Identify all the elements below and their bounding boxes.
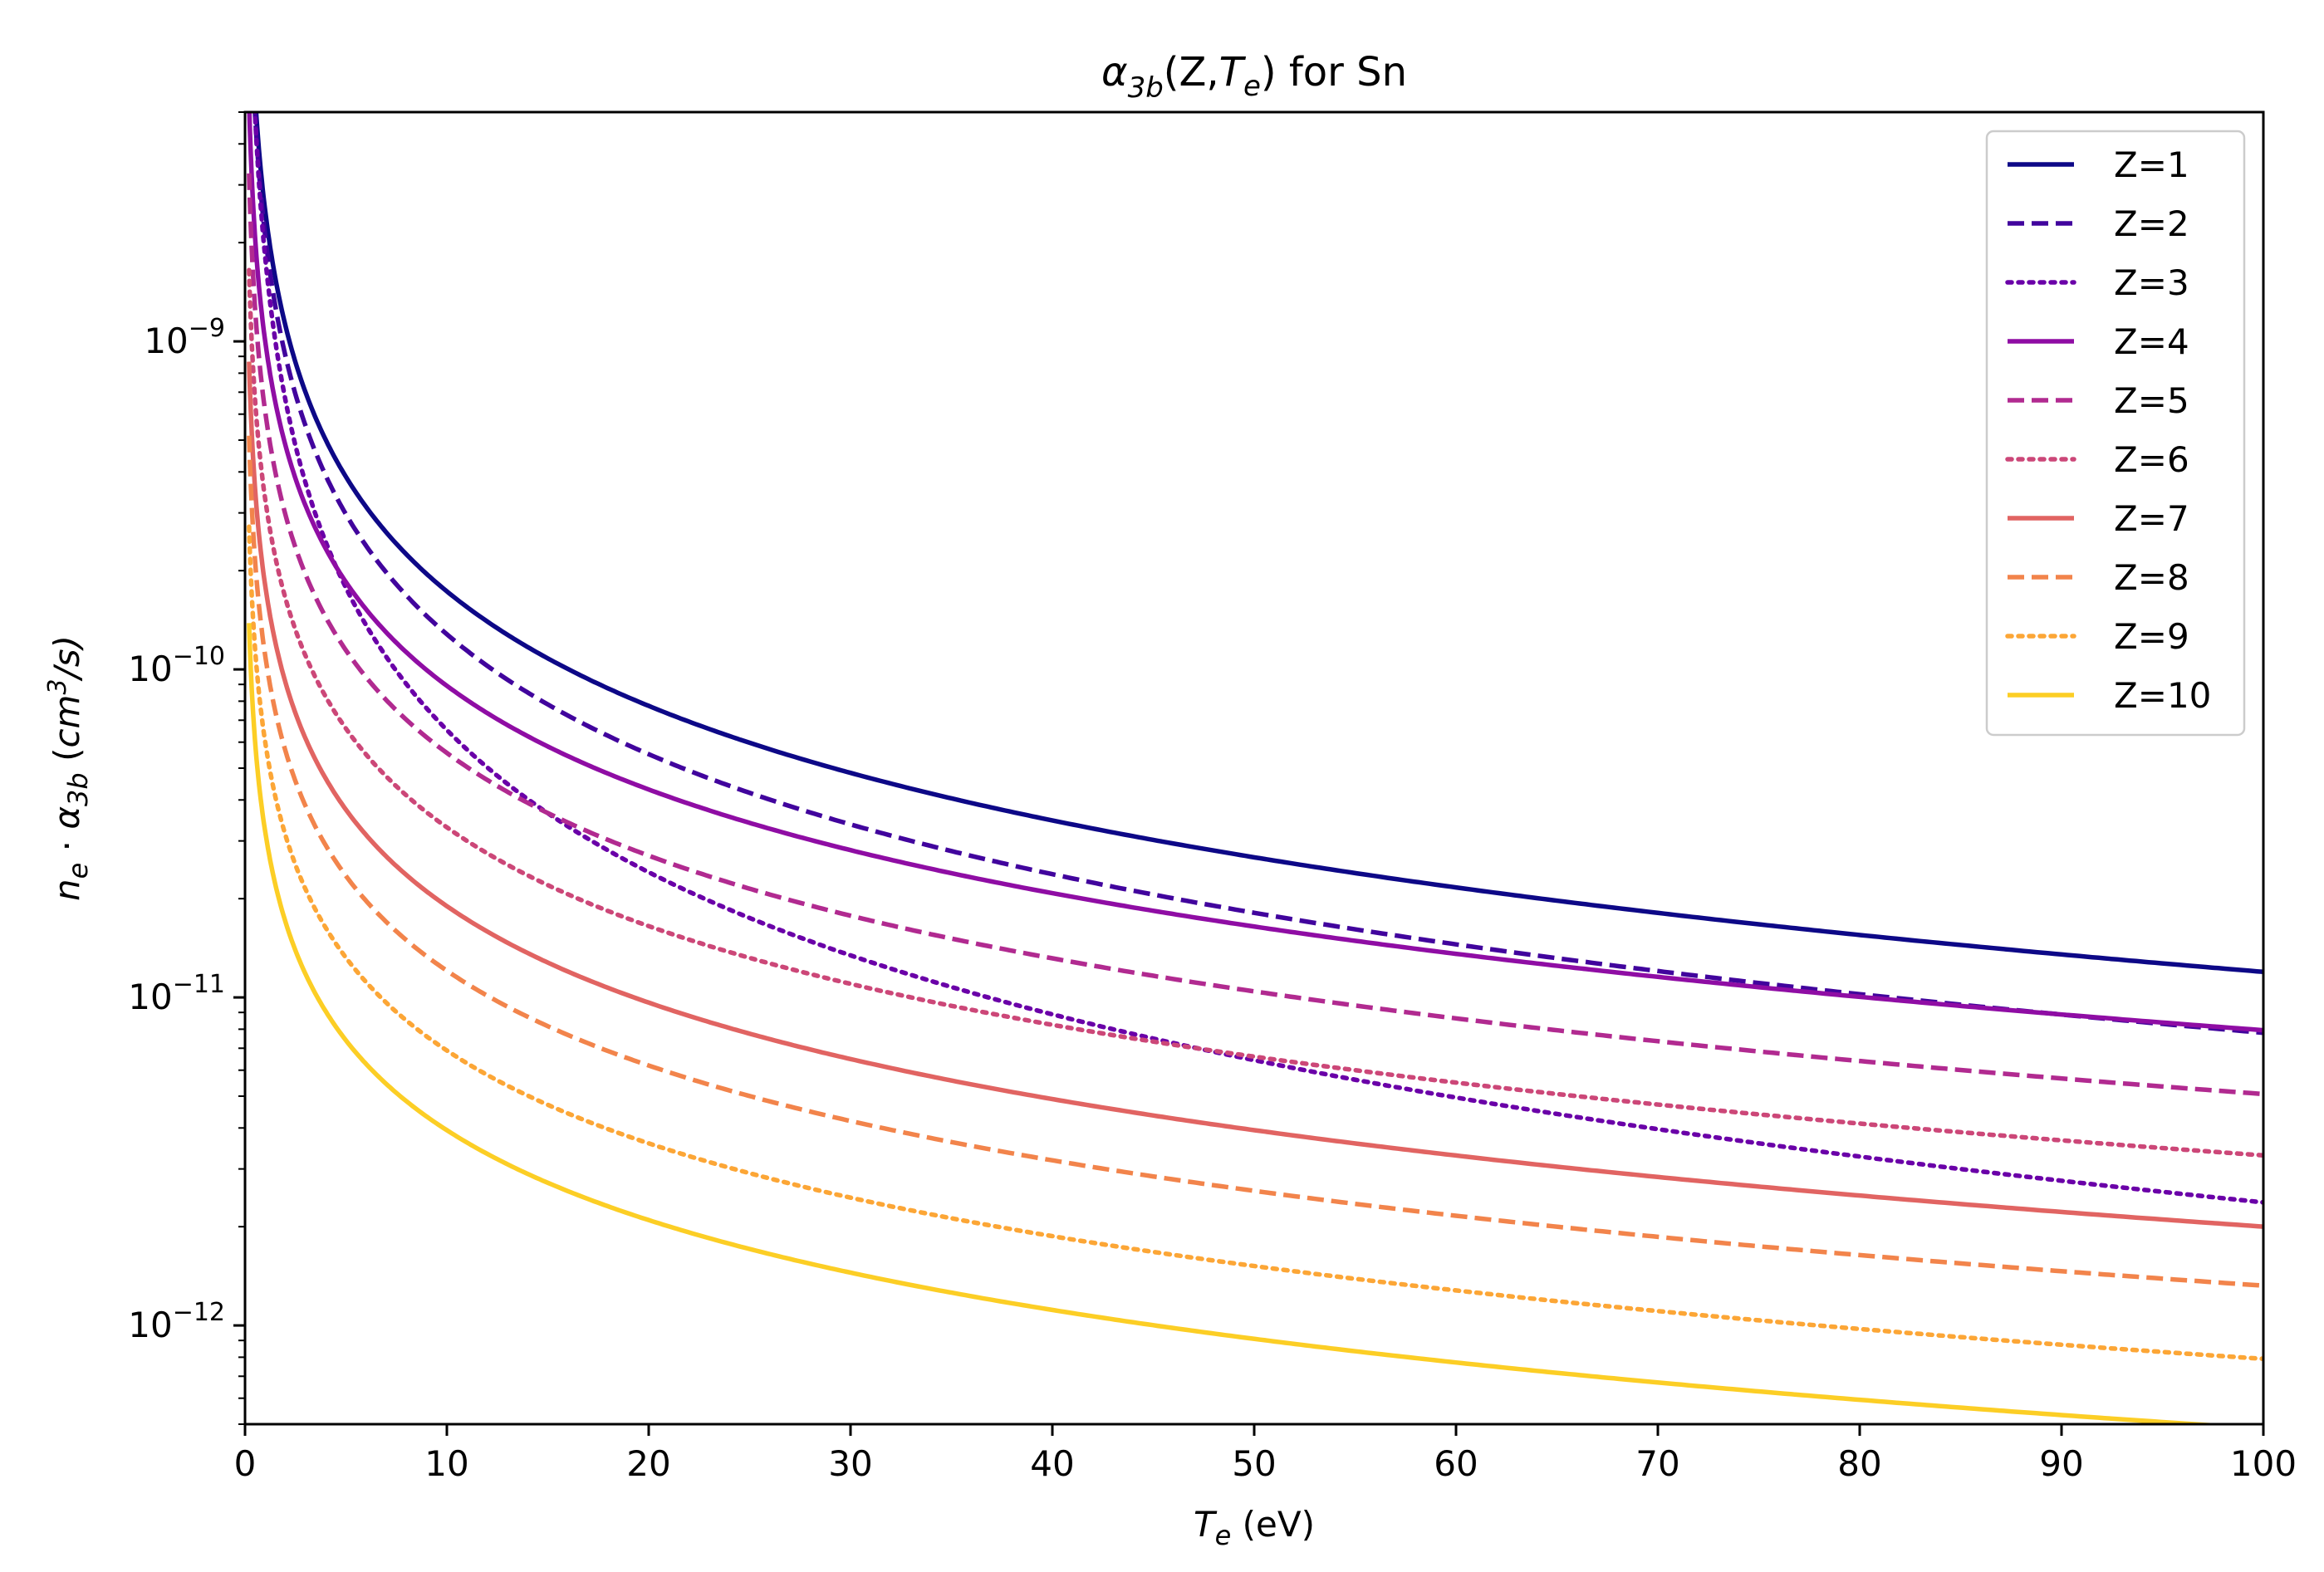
legend-label: Z=9: [2114, 616, 2189, 657]
legend-label: Z=5: [2114, 380, 2189, 421]
x-tick-label: 50: [1232, 1443, 1276, 1484]
y-tick-label: 10−12: [128, 1298, 225, 1345]
x-tick-label: 100: [2230, 1443, 2297, 1484]
x-tick-label: 10: [424, 1443, 468, 1484]
x-axis-label: Te (eV): [1194, 1504, 1315, 1551]
x-axis: 0 10 20 30 40 50 60 70 80 90 100: [234, 1424, 2297, 1484]
legend-label: Z=1: [2114, 144, 2189, 185]
y-tick-label: 10−10: [128, 642, 225, 689]
legend-label: Z=2: [2114, 203, 2189, 244]
legend-label: Z=4: [2114, 321, 2189, 362]
legend-label: Z=8: [2114, 557, 2189, 598]
x-tick-label: 90: [2039, 1443, 2083, 1484]
x-tick-label: 60: [1434, 1443, 1478, 1484]
x-tick-label: 40: [1030, 1443, 1074, 1484]
series-line-z-2: [253, 112, 2263, 1036]
legend-label: Z=3: [2114, 262, 2189, 303]
series-line-z-6: [247, 267, 2263, 1158]
x-tick-label: 30: [828, 1443, 872, 1484]
series-line-z-8: [247, 435, 2263, 1288]
series-line-z-4: [247, 112, 2263, 1033]
legend-label: Z=10: [2114, 675, 2211, 716]
x-tick-label: 0: [234, 1443, 257, 1484]
series-line-z-10: [247, 623, 2229, 1424]
y-axis-label: ne · α3b (cm3/s): [43, 635, 94, 901]
y-axis: 10−9 10−10 10−11 10−12: [128, 111, 245, 1425]
y-tick-label: 10−11: [128, 970, 225, 1017]
series-line-z-9: [247, 524, 2263, 1362]
x-tick-label: 70: [1635, 1443, 1679, 1484]
y-tick-label: 10−9: [144, 314, 225, 361]
series-line-z-7: [247, 361, 2263, 1229]
legend-label: Z=7: [2114, 498, 2189, 539]
x-tick-label: 20: [626, 1443, 670, 1484]
series-line-z-5: [247, 173, 2263, 1097]
legend-label: Z=6: [2114, 439, 2189, 480]
series-group: [247, 112, 2263, 1424]
series-line-z-1: [253, 112, 2263, 975]
chart-title: α3b(Z,Te) for Sn: [1101, 49, 1407, 105]
series-line-z-3: [253, 112, 2263, 1205]
plot-frame: [243, 110, 2265, 1426]
legend: Z=1 Z=2 Z=3 Z=4 Z=5 Z=6 Z=7 Z=8 Z=9 Z=10: [1985, 130, 2246, 737]
x-tick-label: 80: [1837, 1443, 1881, 1484]
